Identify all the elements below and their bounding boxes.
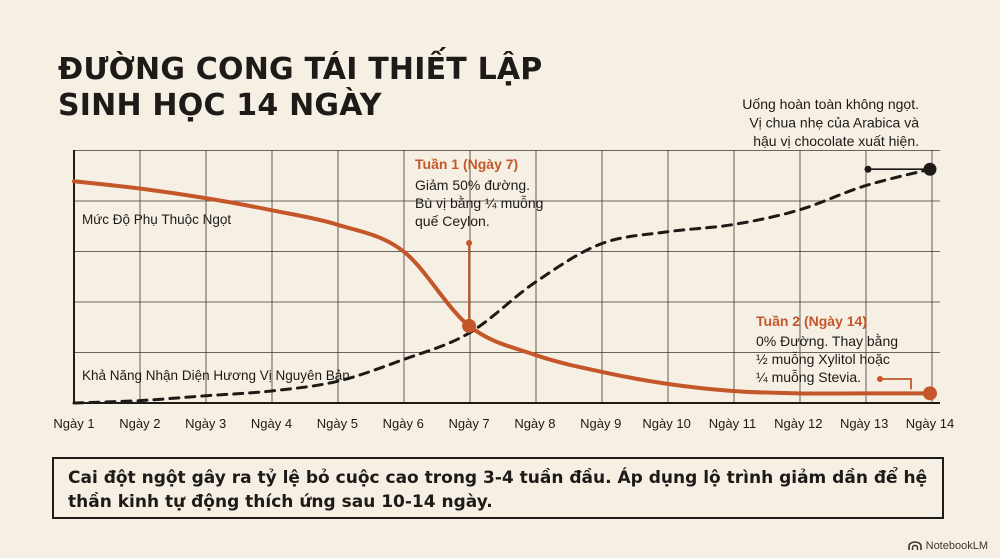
axes (73, 150, 940, 404)
x-tick-label: Ngày 13 (840, 416, 888, 431)
series-line-flavor-recognition (72, 167, 932, 405)
series-label-flavor-recognition: Khả Năng Nhận Diện Hương Vị Nguyên Bản (82, 368, 350, 383)
grid (74, 150, 940, 403)
series-labels: Mức Độ Phụ Thuộc Ngọt Khả Năng Nhận Diện … (82, 212, 350, 383)
annotation-week2-line: ½ muỗng Xylitol hoặc (756, 351, 890, 367)
series-lines (72, 167, 932, 405)
data-point-day7 (462, 318, 477, 333)
x-tick-label: Ngày 10 (642, 416, 690, 431)
annotation-week1-line: Bù vị bằng ¼ muỗng (415, 195, 543, 211)
title-line-1: ĐƯỜNG CONG TÁI THIẾT LẬP (58, 52, 543, 87)
callout-line-week2 (880, 378, 912, 390)
annotation-week2-line: ¼ muỗng Stevia. (756, 369, 861, 385)
title-line-2: SINH HỌC 14 NGÀY (58, 88, 382, 123)
annotation-week2-title: Tuần 2 (Ngày 14) (756, 313, 867, 329)
annotation-outcome-line: Vị chua nhẹ của Arabica và (749, 115, 919, 131)
page-title: ĐƯỜNG CONG TÁI THIẾT LẬP SINH HỌC 14 NGÀ… (58, 52, 543, 124)
data-point-day14-flavor (923, 162, 937, 176)
x-tick-label: Ngày 2 (119, 416, 160, 431)
annotation-outcome-line: Uống hoàn toàn không ngọt. (742, 96, 919, 112)
callout-dot-week1 (466, 240, 473, 246)
x-tick-label: Ngày 9 (580, 416, 621, 431)
x-tick-label: Ngày 7 (448, 416, 489, 431)
callout-dot-outcome (864, 165, 872, 173)
data-point-day14 (923, 386, 937, 401)
summary-note-text: Cai đột ngột gây ra tỷ lệ bỏ cuộc cao tr… (68, 468, 928, 512)
brand-footer: NotebookLM (907, 540, 988, 552)
x-tick-label: Ngày 1 (53, 416, 94, 431)
callout-dot-week2 (877, 376, 883, 382)
annotations: Tuần 1 (Ngày 7) Giảm 50% đường. Bù vị bằng… (415, 96, 937, 401)
notebooklm-logo-icon (907, 541, 922, 550)
x-tick-label: Ngày 6 (383, 416, 424, 431)
x-tick-label: Ngày 5 (317, 416, 358, 431)
x-tick-label: Ngày 8 (514, 416, 555, 431)
summary-note: Cai đột ngột gây ra tỷ lệ bỏ cuộc cao tr… (52, 457, 944, 519)
x-tick-label: Ngày 12 (774, 416, 822, 431)
annotation-week1-line: Giảm 50% đường. (415, 177, 530, 193)
x-tick-label: Ngày 14 (906, 416, 954, 431)
annotation-week1-title: Tuần 1 (Ngày 7) (415, 156, 518, 172)
series-line-sweet-dependency (72, 179, 932, 396)
annotation-outcome-line: hậu vị chocolate xuất hiện. (753, 133, 919, 149)
x-tick-labels: Ngày 1 Ngày 2 Ngày 3 Ngày 4 Ngày 5 Ngày 6 Ngày… (53, 416, 954, 431)
x-tick-label: Ngày 4 (251, 416, 292, 431)
annotation-week1-line: quế Ceylon. (415, 213, 490, 229)
brand-name: NotebookLM (925, 540, 988, 552)
series-label-sweet-dependency: Mức Độ Phụ Thuộc Ngọt (82, 212, 231, 227)
x-tick-label: Ngày 11 (709, 416, 756, 431)
x-tick-label: Ngày 3 (185, 416, 226, 431)
annotation-week2-line: 0% Đường. Thay bằng (756, 333, 898, 349)
